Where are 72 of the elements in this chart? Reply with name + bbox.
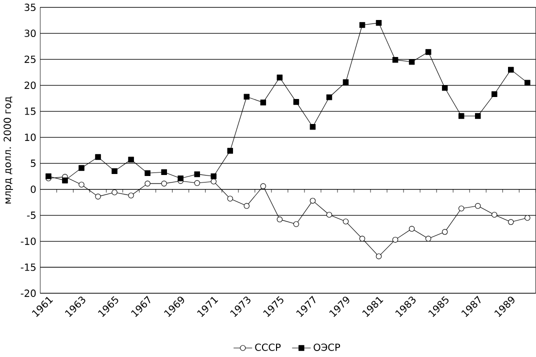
point	[128, 192, 134, 198]
point	[78, 182, 84, 188]
point	[524, 80, 530, 86]
point	[194, 180, 200, 186]
y-tick-label: 10	[24, 134, 36, 142]
point	[458, 113, 464, 119]
point	[524, 215, 530, 221]
point	[144, 170, 150, 176]
y-tick-label: 30	[24, 30, 36, 38]
point	[210, 178, 217, 184]
point	[376, 20, 382, 26]
legend-label: СССР	[255, 344, 281, 352]
point	[508, 66, 514, 73]
point	[310, 124, 316, 130]
point	[342, 218, 349, 224]
point	[310, 198, 316, 204]
point	[408, 59, 415, 65]
point	[210, 173, 217, 180]
point	[326, 212, 332, 218]
point	[95, 154, 101, 160]
point	[260, 100, 266, 106]
point	[112, 190, 118, 196]
y-tick-label: 35	[24, 4, 36, 12]
point	[442, 85, 448, 91]
point	[62, 178, 68, 184]
point	[161, 169, 167, 176]
y-tick-label: 5	[30, 160, 36, 168]
point	[144, 180, 150, 187]
point	[276, 216, 283, 222]
y-tick-label: -5	[27, 212, 36, 219]
point	[293, 99, 300, 105]
point	[425, 49, 432, 56]
point	[376, 254, 382, 260]
y-tick-label: -20	[20, 290, 36, 298]
y-tick-label: 15	[24, 108, 36, 116]
point	[492, 91, 498, 98]
point	[508, 219, 514, 226]
y-tick-label: 20	[24, 82, 36, 90]
point	[326, 94, 332, 100]
point	[194, 171, 200, 178]
y-tick-label: 0	[30, 186, 36, 194]
point	[227, 196, 234, 202]
point	[392, 57, 398, 63]
point	[78, 165, 84, 171]
point	[260, 183, 266, 190]
point	[161, 180, 167, 187]
point	[474, 203, 481, 209]
point	[458, 206, 464, 212]
point	[492, 212, 498, 218]
point	[474, 113, 481, 119]
point	[46, 173, 52, 180]
point	[293, 221, 300, 228]
point	[442, 229, 448, 235]
point	[392, 236, 398, 243]
point	[244, 203, 250, 209]
y-tick-label: 25	[24, 56, 36, 64]
point	[128, 156, 134, 163]
point	[276, 74, 283, 80]
point	[244, 94, 250, 100]
point	[425, 236, 432, 242]
y-tick-label: -15	[20, 264, 36, 271]
point	[359, 22, 366, 28]
point	[408, 226, 415, 232]
point	[359, 236, 366, 242]
point	[95, 194, 101, 200]
point	[342, 79, 349, 86]
point	[227, 148, 234, 154]
legend-label: ОЭСР	[314, 344, 340, 352]
y-axis-title: млрд долл. 2000 год	[4, 96, 13, 204]
point	[178, 176, 184, 182]
point	[112, 168, 118, 174]
y-tick-label: -10	[20, 238, 36, 246]
